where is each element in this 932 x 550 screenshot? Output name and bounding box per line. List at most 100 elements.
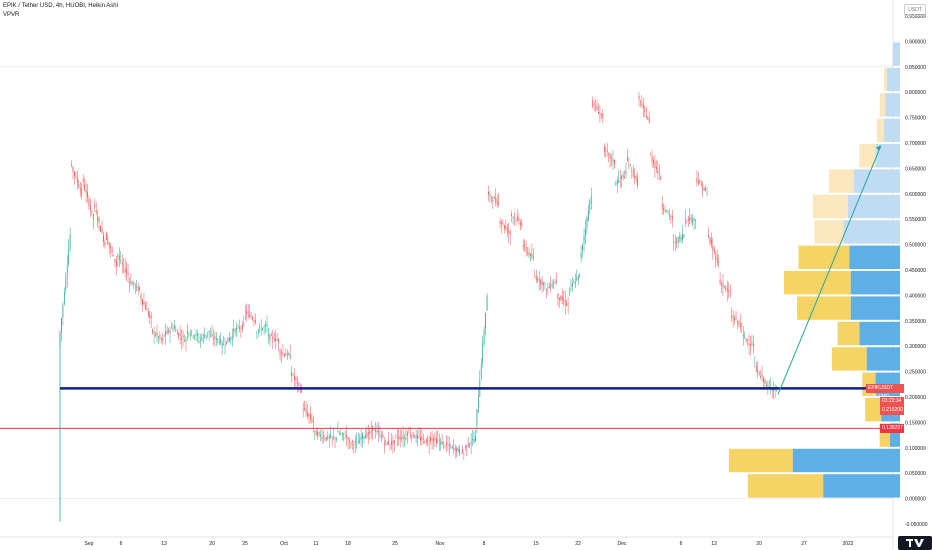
candle-body: [754, 366, 756, 367]
candle-body: [272, 336, 274, 340]
price-tag-value: 0.138297: [882, 425, 903, 432]
candle-body: [745, 338, 747, 342]
candle-body: [401, 438, 403, 440]
price-tag: 03:22:34: [880, 397, 904, 406]
candle-body: [61, 318, 62, 333]
candle-body: [66, 264, 68, 278]
candle-body: [457, 448, 459, 451]
candle-body: [369, 431, 371, 434]
volume-bar-down: [797, 296, 851, 320]
volume-bar-down: [831, 347, 867, 371]
candle-body: [454, 447, 456, 451]
candle-body: [130, 280, 132, 285]
candle-body: [700, 184, 702, 186]
candle-body: [243, 323, 245, 325]
candle-body: [482, 342, 484, 364]
volume-bar-down: [837, 321, 860, 346]
candle-body: [330, 435, 332, 438]
candle-body: [171, 327, 172, 329]
symbol-title[interactable]: EPIK / Tether USD, 4h, HUOBI, Heikin Ash…: [3, 3, 118, 9]
candle-body: [641, 103, 643, 105]
candle-body: [265, 324, 266, 327]
candle-body: [460, 453, 462, 454]
candle-body: [634, 176, 636, 179]
candle-body: [404, 437, 405, 439]
candle-body: [522, 245, 524, 248]
volume-bar-down: [728, 448, 793, 473]
candle-body: [441, 441, 443, 446]
candle-body: [708, 235, 709, 238]
candle-body: [586, 217, 588, 229]
indicator-label[interactable]: VPVR: [3, 12, 20, 18]
candle-body: [527, 252, 528, 254]
candle-body: [246, 311, 248, 315]
candle-body: [269, 334, 271, 340]
candle-body: [693, 218, 695, 221]
candle-body: [599, 112, 601, 114]
candle-body: [506, 227, 508, 233]
candle-body: [74, 171, 75, 176]
candle-body: [379, 433, 381, 436]
candle-body: [294, 376, 295, 380]
candle-body: [518, 218, 520, 222]
candle-body: [69, 234, 71, 249]
candle-body: [612, 159, 614, 162]
candle-body: [259, 326, 261, 328]
trend-arrow-line: [777, 145, 882, 395]
candle-body: [108, 242, 110, 247]
candle-body: [382, 434, 384, 438]
candle-body: [308, 413, 310, 417]
candle-body: [270, 334, 272, 336]
candle-body: [298, 383, 300, 385]
candle-body: [747, 340, 749, 341]
candle-body: [755, 366, 757, 372]
candle-body: [538, 278, 540, 281]
candle-body: [501, 222, 502, 225]
candle-body: [722, 283, 724, 288]
y-tick-label: 0.650000: [905, 166, 926, 172]
candle-body: [146, 309, 148, 311]
candle-body: [563, 300, 565, 302]
candle-body: [168, 330, 169, 332]
candle-body: [446, 442, 447, 445]
candle-body: [741, 322, 743, 324]
x-tick-label: 6: [120, 541, 123, 547]
time-axis[interactable]: Sep 6 13 20 25 Oct 11 18 25 Nov 8 15 22 Dec 6 13 20 27 202…: [85, 541, 854, 547]
y-tick-label: -0.050000: [905, 522, 928, 528]
candle-body: [544, 283, 546, 284]
candle-body: [247, 311, 249, 314]
candle-body: [422, 438, 424, 440]
volume-bar-up: [884, 118, 900, 142]
price-axis[interactable]: 0.950000 0.900000 0.850000 0.800000 0.750000…: [905, 14, 928, 528]
candle-body: [611, 158, 612, 160]
candle-body: [515, 219, 517, 221]
currency-button[interactable]: USDT: [904, 4, 926, 16]
x-tick-label: 2022: [842, 541, 853, 547]
candle-body: [577, 275, 579, 281]
candle-body: [573, 281, 575, 284]
candle-body: [757, 370, 759, 373]
candle-body: [719, 280, 721, 284]
candle-body: [204, 335, 206, 339]
candle-body: [315, 430, 317, 436]
candle-body: [299, 389, 301, 391]
candle-body: [302, 408, 304, 411]
volume-bar-up: [885, 93, 900, 117]
candle-body: [75, 176, 77, 177]
tradingview-logo[interactable]: [898, 536, 932, 550]
candle-body: [647, 117, 649, 120]
candle-body: [78, 184, 80, 188]
candle-body: [532, 256, 534, 259]
candle-body: [173, 325, 175, 329]
volume-bar-up: [853, 169, 900, 193]
candle-body: [373, 428, 375, 431]
volume-bar-down: [879, 93, 886, 117]
candle-body: [100, 225, 101, 232]
candle-body: [328, 436, 330, 438]
candle-body: [651, 156, 653, 162]
candle-body: [637, 178, 638, 186]
candle-body: [600, 113, 602, 116]
candle-body: [285, 354, 287, 356]
candle-body: [683, 234, 685, 238]
